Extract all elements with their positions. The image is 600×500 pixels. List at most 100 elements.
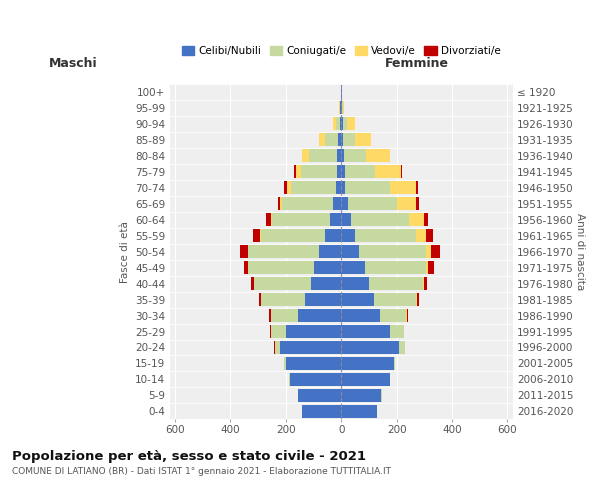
- Bar: [359, 246, 426, 258]
- Bar: [341, 262, 365, 274]
- Bar: [340, 118, 341, 130]
- Bar: [343, 102, 344, 114]
- Bar: [343, 134, 355, 146]
- Y-axis label: Anni di nascita: Anni di nascita: [575, 213, 585, 290]
- Bar: [302, 150, 310, 162]
- Bar: [341, 373, 390, 386]
- Bar: [417, 294, 419, 306]
- Bar: [423, 278, 424, 290]
- Bar: [424, 278, 427, 290]
- Bar: [325, 134, 338, 146]
- Bar: [341, 102, 342, 114]
- Text: COMUNE DI LATIANO (BR) - Dati ISTAT 1° gennaio 2021 - Elaborazione TUTTITALIA.IT: COMUNE DI LATIANO (BR) - Dati ISTAT 1° g…: [12, 468, 391, 476]
- Bar: [266, 214, 271, 226]
- Bar: [333, 118, 336, 130]
- Bar: [341, 358, 394, 370]
- Bar: [251, 278, 254, 290]
- Bar: [344, 166, 375, 178]
- Bar: [298, 310, 341, 322]
- Bar: [278, 198, 280, 210]
- Bar: [275, 342, 280, 353]
- Bar: [394, 358, 395, 370]
- Bar: [284, 182, 287, 194]
- Bar: [390, 182, 416, 194]
- Bar: [314, 262, 341, 274]
- Bar: [298, 389, 341, 402]
- Bar: [271, 310, 298, 322]
- Bar: [340, 102, 341, 114]
- Bar: [272, 214, 330, 226]
- Bar: [336, 118, 340, 130]
- Bar: [347, 118, 355, 130]
- Bar: [296, 166, 301, 178]
- Bar: [355, 134, 371, 146]
- Bar: [286, 326, 341, 338]
- Bar: [366, 150, 390, 162]
- Bar: [305, 294, 341, 306]
- Bar: [416, 230, 426, 242]
- Bar: [341, 294, 374, 306]
- Bar: [325, 230, 341, 242]
- Bar: [259, 294, 261, 306]
- Bar: [333, 198, 341, 210]
- Bar: [380, 310, 406, 322]
- Bar: [261, 294, 305, 306]
- Y-axis label: Fasce di età: Fasce di età: [119, 220, 130, 282]
- Bar: [426, 262, 428, 274]
- Bar: [409, 214, 424, 226]
- Bar: [319, 134, 325, 146]
- Bar: [351, 214, 409, 226]
- Bar: [344, 150, 366, 162]
- Bar: [341, 278, 369, 290]
- Bar: [341, 326, 390, 338]
- Bar: [341, 118, 343, 130]
- Bar: [341, 310, 380, 322]
- Bar: [401, 166, 402, 178]
- Bar: [341, 134, 343, 146]
- Bar: [341, 166, 344, 178]
- Bar: [416, 198, 419, 210]
- Bar: [294, 166, 296, 178]
- Bar: [281, 198, 333, 210]
- Bar: [292, 182, 336, 194]
- Bar: [341, 214, 351, 226]
- Bar: [337, 150, 341, 162]
- Bar: [284, 358, 286, 370]
- Bar: [330, 214, 341, 226]
- Bar: [341, 389, 382, 402]
- Bar: [375, 166, 401, 178]
- Bar: [280, 198, 281, 210]
- Bar: [269, 310, 271, 322]
- Bar: [319, 246, 341, 258]
- Bar: [397, 198, 416, 210]
- Bar: [253, 230, 260, 242]
- Bar: [302, 405, 341, 417]
- Bar: [428, 262, 434, 274]
- Bar: [260, 230, 261, 242]
- Bar: [310, 150, 337, 162]
- Bar: [365, 262, 426, 274]
- Bar: [341, 182, 346, 194]
- Bar: [341, 230, 355, 242]
- Bar: [271, 214, 272, 226]
- Bar: [290, 373, 341, 386]
- Bar: [341, 342, 400, 353]
- Bar: [244, 262, 248, 274]
- Bar: [355, 230, 416, 242]
- Bar: [280, 342, 341, 353]
- Bar: [374, 294, 416, 306]
- Bar: [343, 118, 347, 130]
- Bar: [301, 166, 337, 178]
- Bar: [400, 342, 405, 353]
- Bar: [341, 198, 348, 210]
- Text: Maschi: Maschi: [49, 58, 98, 70]
- Bar: [239, 246, 248, 258]
- Bar: [311, 278, 341, 290]
- Bar: [348, 198, 397, 210]
- Bar: [338, 134, 341, 146]
- Bar: [369, 278, 423, 290]
- Bar: [261, 230, 325, 242]
- Text: Popolazione per età, sesso e stato civile - 2021: Popolazione per età, sesso e stato civil…: [12, 450, 366, 463]
- Bar: [336, 182, 341, 194]
- Bar: [426, 230, 433, 242]
